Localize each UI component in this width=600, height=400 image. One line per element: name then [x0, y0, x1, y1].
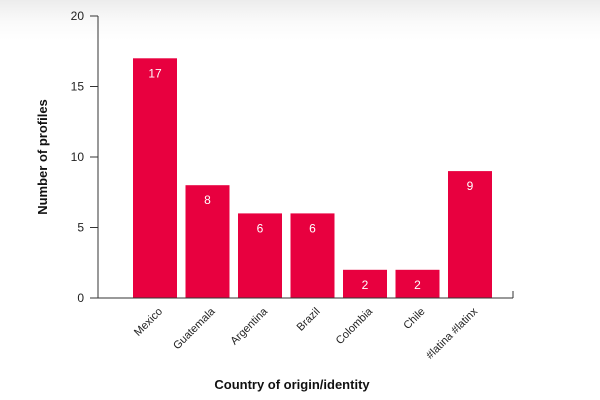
bar-value-label: 8 [204, 193, 211, 207]
y-tick-label: 0 [77, 291, 84, 305]
bar-value-label: 9 [467, 179, 474, 193]
bar-guatemala [185, 185, 230, 298]
bar-value-label: 17 [148, 66, 162, 80]
bar-latina-latinx [448, 171, 492, 298]
y-tick-label: 20 [71, 9, 85, 23]
y-tick-label: 5 [77, 221, 84, 235]
x-axis-labels: Mexico Guatemala Argentina Brazil Colombia Ch… [132, 305, 480, 362]
x-tick-label: Colombia [334, 305, 376, 347]
x-tick-label: Argentina [228, 305, 270, 347]
bar-value-label: 6 [309, 221, 316, 235]
bars: 17 8 6 6 2 2 9 [133, 58, 492, 298]
y-tick-label: 10 [71, 150, 85, 164]
y-axis-ticks: 0 5 10 15 20 [71, 9, 98, 305]
y-axis-title: Number of profiles [35, 99, 50, 215]
bar-value-label: 2 [362, 278, 369, 292]
bar-value-label: 6 [257, 221, 264, 235]
x-tick-label: Brazil [295, 306, 323, 334]
bar-chile [395, 269, 440, 298]
x-tick-label: Mexico [132, 306, 165, 339]
bar-argentina [238, 213, 282, 298]
bar-mexico [133, 58, 177, 298]
bar-brazil [290, 213, 335, 298]
x-tick-label: Guatemala [171, 305, 218, 352]
bar-colombia [343, 269, 387, 298]
y-tick-label: 15 [71, 80, 85, 94]
bar-value-label: 2 [414, 278, 421, 292]
x-axis-title: Country of origin/identity [214, 377, 370, 392]
x-tick-label: #latina #latinx [424, 305, 480, 361]
x-tick-label: Chile [401, 306, 427, 332]
